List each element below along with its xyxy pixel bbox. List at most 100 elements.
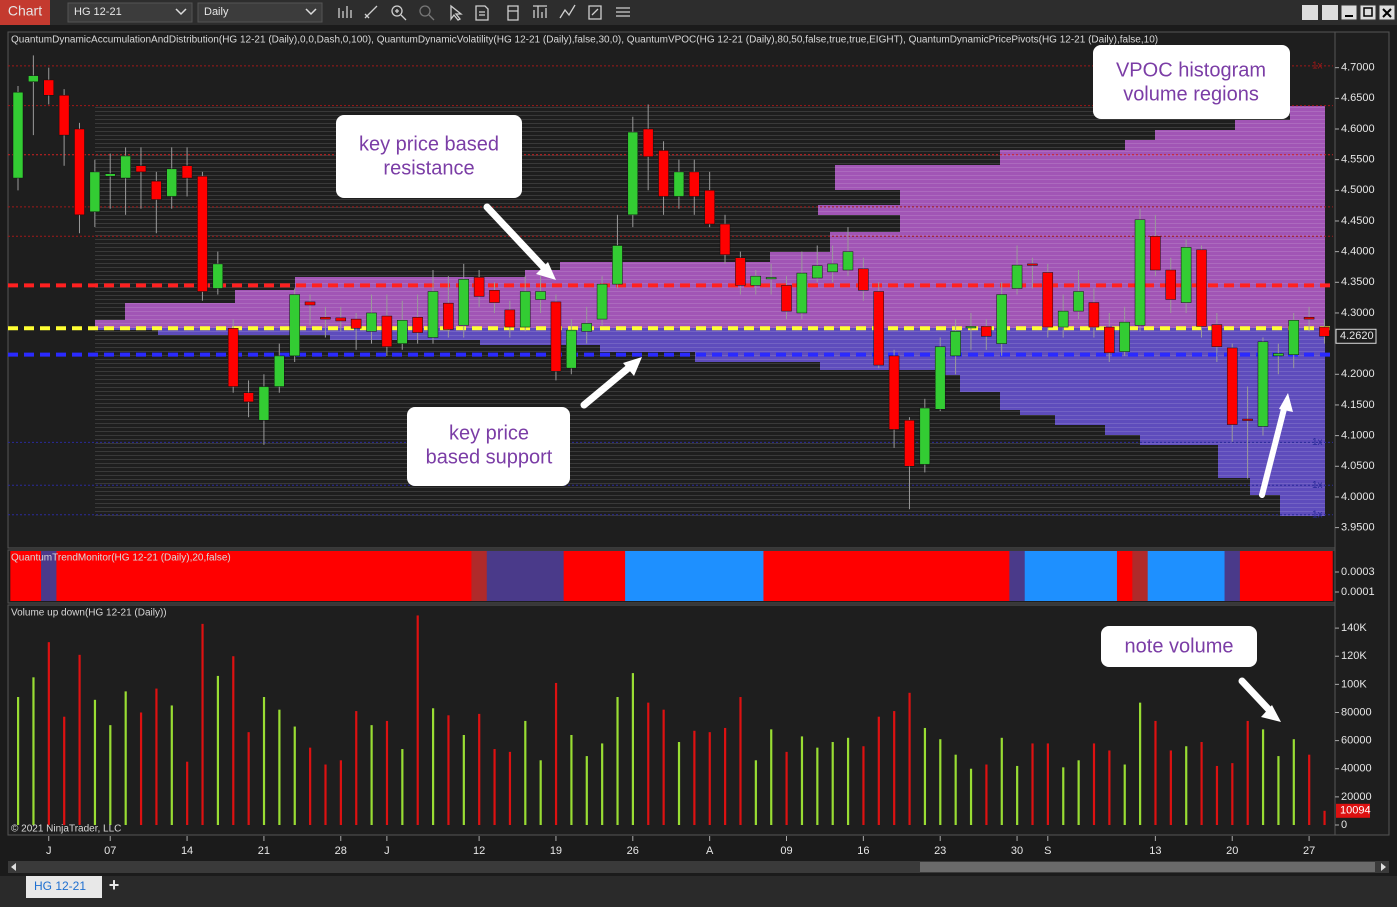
- trend-cell: [1101, 551, 1118, 601]
- candle-body: [934, 346, 946, 410]
- candle-body: [1042, 272, 1054, 328]
- trend-cell: [794, 551, 811, 601]
- annotation: key price based resistance: [336, 115, 556, 280]
- trend-cell: [164, 551, 180, 601]
- candle-body: [1057, 310, 1069, 328]
- candle-body: [1011, 264, 1023, 289]
- period-select[interactable]: [197, 2, 323, 23]
- volume-bar: [800, 736, 804, 825]
- volume-bar: [954, 754, 957, 825]
- volume-bar: [109, 725, 112, 825]
- candle-body: [151, 180, 162, 200]
- trend-cell: [532, 551, 549, 601]
- volume-bar: [554, 682, 558, 825]
- volume-bar: [93, 699, 97, 825]
- trend-cell: [1116, 551, 1133, 601]
- toolbar-icons[interactable]: [338, 4, 630, 21]
- chart-tab[interactable]: [0, 0, 50, 25]
- value-axis: [1334, 31, 1390, 836]
- trend-cell: [671, 551, 688, 601]
- x-tick-label: 28: [335, 845, 347, 857]
- candle-body: [750, 275, 762, 286]
- volume-bar: [1308, 754, 1311, 825]
- trend-label: QuantumTrendMonitor(HG 12-21 (Daily),20,…: [11, 553, 231, 564]
- instrument-select[interactable]: [67, 2, 193, 23]
- annotation-text: key price: [449, 422, 529, 444]
- candle-body: [104, 173, 116, 177]
- y-tick-label: 100K: [1341, 678, 1367, 690]
- trend-cell: [1086, 551, 1103, 601]
- last-price-box: [1335, 328, 1377, 344]
- volume-bar: [1016, 765, 1019, 825]
- candle-body: [566, 329, 577, 369]
- add-tab[interactable]: +: [109, 875, 120, 895]
- candle-body: [811, 265, 823, 279]
- tab[interactable]: [26, 876, 102, 898]
- trend-cell: [563, 551, 580, 601]
- trend-cell: [609, 551, 626, 601]
- volume-bar: [493, 749, 496, 825]
- trend-cell: [409, 551, 426, 601]
- y-tick-label: 4.4500: [1341, 215, 1375, 227]
- volume-bar: [939, 739, 942, 825]
- volume-bar: [1292, 739, 1295, 825]
- candle-body: [458, 278, 469, 326]
- trend-cell: [394, 551, 411, 601]
- candle-body: [781, 285, 792, 312]
- candle-body: [1073, 291, 1084, 312]
- volume-bar: [708, 732, 711, 825]
- window-buttons[interactable]: [1302, 4, 1396, 21]
- volume-bar: [247, 732, 250, 825]
- trend-cell: [25, 551, 42, 601]
- candle-body: [197, 175, 208, 292]
- annotation-text: VPOC histogram: [1116, 59, 1266, 81]
- x-tick-label: J: [46, 845, 52, 857]
- trend-cell: [1178, 551, 1195, 601]
- trend-cell: [256, 551, 273, 601]
- trend-cell: [225, 551, 242, 601]
- volume-bar: [862, 746, 865, 825]
- candle-body: [981, 326, 992, 337]
- candle-body: [904, 420, 915, 467]
- annotation: VPOC histogram volume regions: [1093, 45, 1293, 498]
- volume-bar: [1200, 742, 1203, 825]
- trend-cell: [1055, 551, 1072, 601]
- candle-body: [243, 392, 254, 403]
- x-tick-label: 09: [780, 845, 792, 857]
- y-tick-label: 4.3500: [1341, 276, 1375, 288]
- volume-bar: [462, 734, 465, 825]
- candle-body: [43, 79, 54, 96]
- candle-body: [519, 291, 531, 328]
- trend-cell: [1239, 551, 1256, 601]
- candle-body: [258, 386, 270, 421]
- volume-bar: [570, 734, 573, 825]
- y-tick-label: 4.5000: [1341, 184, 1375, 196]
- volume-bar: [1092, 743, 1096, 825]
- trend-cell: [1024, 551, 1041, 601]
- candle-body: [274, 355, 285, 387]
- volume-bar: [1323, 810, 1326, 825]
- trend-cell: [87, 551, 104, 601]
- candle-body: [1242, 418, 1253, 421]
- trend-cell: [379, 551, 396, 601]
- volume-bar: [201, 623, 204, 825]
- volume-bar: [1246, 720, 1249, 825]
- candle-body: [89, 171, 101, 213]
- plot-layer: 1x 1x 1x 1x J 07 14 21 28 J 12 19 26 A 09 16 23 30 S 13 20 27…: [8, 55, 1377, 857]
- scroll-thumb[interactable]: [920, 862, 1375, 872]
- candle-body: [443, 302, 454, 330]
- candle-body: [842, 251, 854, 271]
- y-tick-label: 4.4000: [1341, 246, 1375, 258]
- x-tick-label: 23: [934, 845, 946, 857]
- volume-bar: [416, 615, 419, 825]
- trend-cell: [717, 551, 734, 601]
- level-label: 1x: [1312, 509, 1323, 520]
- volume-bar: [216, 675, 220, 825]
- trend-cell: [1224, 551, 1241, 601]
- candle-body: [304, 301, 316, 306]
- volume-bar: [1261, 729, 1265, 825]
- volume-bar: [877, 716, 880, 825]
- last-price-label: 4.2620: [1340, 330, 1374, 342]
- candle-body: [1165, 269, 1176, 300]
- trend-cell: [148, 551, 165, 601]
